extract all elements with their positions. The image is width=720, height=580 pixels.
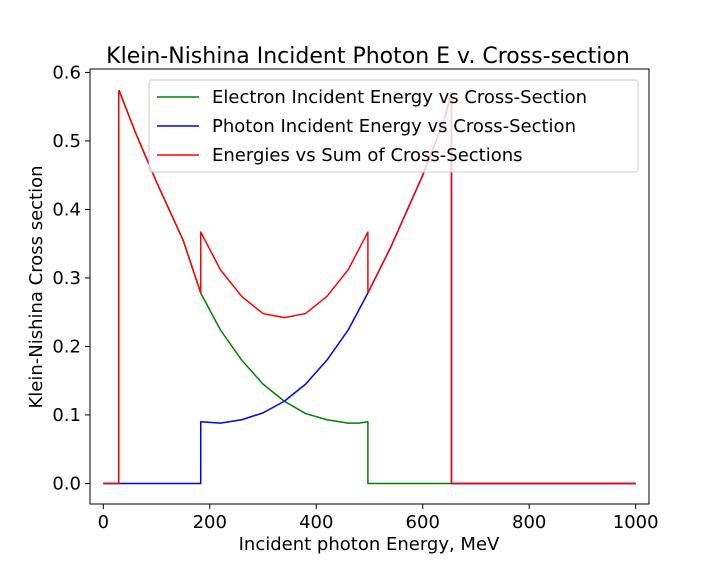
legend-label: Electron Incident Energy vs Cross-Sectio… [212,87,587,108]
y-tick-label: 0.0 [52,473,81,494]
y-tick-label: 0.4 [52,199,81,220]
x-tick-label: 600 [406,512,440,533]
chart-title: Klein-Nishina Incident Photon E v. Cross… [106,44,630,69]
x-axis-label: Incident photon Energy, MeV [239,534,500,555]
y-tick-label: 0.3 [52,268,81,289]
plot-frame [89,68,650,505]
x-tick-label: 400 [299,512,333,533]
legend-label: Photon Incident Energy vs Cross-Section [212,116,576,137]
legend: Electron Incident Energy vs Cross-Sectio… [148,79,639,173]
y-tick-label: 0.5 [52,131,81,152]
y-axis-label: Klein-Nishina Cross section [26,165,47,408]
x-tick-label: 200 [193,512,227,533]
y-tick-label: 0.1 [52,405,81,426]
legend-box [148,79,639,173]
x-axis: 0 200 400 600 800 1000 [98,504,659,533]
y-tick-label: 0.6 [52,62,81,83]
x-tick-label: 1000 [613,512,659,533]
x-tick-label: 800 [512,512,546,533]
y-tick-label: 0.2 [52,336,81,357]
legend-label: Energies vs Sum of Cross-Sections [212,145,523,166]
x-tick-label: 0 [98,512,109,533]
y-axis: 0.0 0.1 0.2 0.3 0.4 0.5 0.6 [52,62,90,494]
